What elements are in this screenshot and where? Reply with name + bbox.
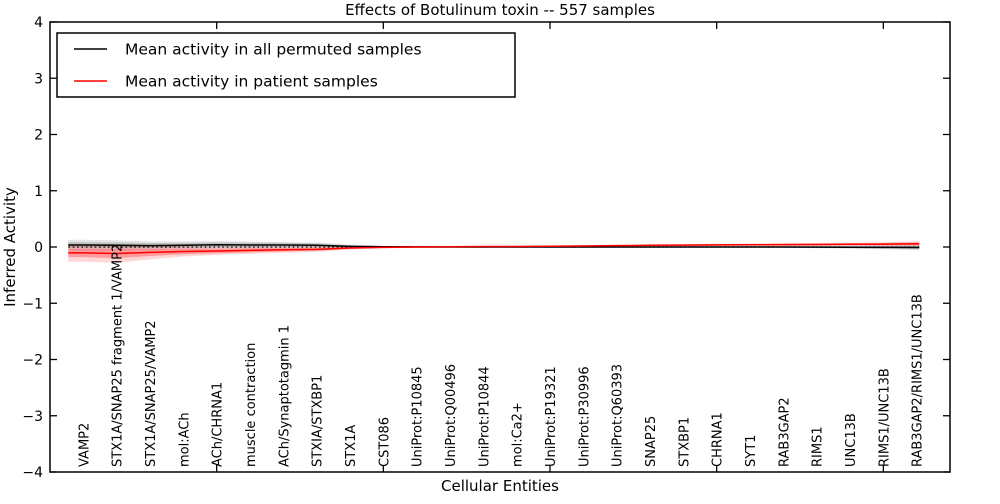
y-tick-label: 3: [34, 71, 43, 87]
category-label: RIMS1: [811, 426, 826, 467]
chart-title: Effects of Botulinum toxin -- 557 sample…: [345, 1, 655, 19]
y-tick-label: −3: [22, 409, 43, 425]
y-tick-label: −4: [22, 465, 43, 481]
category-label: SNAP25: [644, 416, 659, 467]
patient-band-outer: [68, 241, 920, 263]
category-label: STX1A: [344, 425, 359, 467]
category-label: ACh/CHRNA1: [211, 382, 226, 467]
category-label: CHRNA1: [711, 412, 726, 467]
legend-label-permuted: Mean activity in all permuted samples: [125, 41, 422, 59]
legend-box: Mean activity in all permuted samples Me…: [56, 32, 516, 98]
category-label: CST086: [377, 417, 392, 467]
y-axis-label: Inferred Activity: [1, 187, 19, 307]
x-axis-label: Cellular Entities: [441, 477, 559, 495]
y-tick-label: 0: [34, 240, 43, 256]
category-label: mol:ACh: [177, 412, 192, 467]
y-tick-label: 4: [34, 15, 43, 31]
legend-label-patient: Mean activity in patient samples: [125, 73, 378, 91]
category-label: ACh/Synaptotagmin 1: [277, 325, 292, 467]
category-label: STX1A/SNAP25/VAMP2: [144, 320, 159, 467]
category-label: RIMS1/UNC13B: [877, 368, 892, 467]
category-label: STX1A/SNAP25 fragment 1/VAMP2: [111, 244, 126, 467]
patient-mean-line: [68, 243, 920, 255]
category-label: STXIA/STXBP1: [311, 375, 326, 467]
legend-frame: [56, 32, 516, 98]
category-label: UniProt:P10845: [411, 366, 426, 467]
axes-frame: [49, 21, 951, 473]
category-label: RAB3GAP2/RIMS1/UNC13B: [911, 294, 926, 467]
category-label: UniProt:Q00496: [444, 364, 459, 467]
category-label: UniProt:P30996: [577, 366, 592, 467]
category-label: UniProt:P10844: [477, 366, 492, 467]
category-label: UniProt:P19321: [544, 366, 559, 467]
y-tick-label: 2: [34, 128, 43, 144]
category-label: mol:Ca2+: [511, 402, 526, 467]
y-tick-label: −1: [22, 296, 43, 312]
category-label: VAMP2: [77, 423, 92, 467]
category-label: UniProt:Q60393: [611, 364, 626, 467]
category-label: STXBP1: [677, 417, 692, 467]
category-label: SYT1: [744, 435, 759, 467]
category-label: UNC13B: [844, 413, 859, 467]
y-tick-label: 1: [34, 184, 43, 200]
category-label: muscle contraction: [244, 343, 259, 467]
y-tick-label: −2: [22, 353, 43, 369]
category-label: RAB3GAP2: [777, 397, 792, 467]
plot-area: 4 3 2 1 0 −1 −2 −3 −4 VAMP2 STX1A/SNAP25 fragment …: [22, 15, 950, 481]
